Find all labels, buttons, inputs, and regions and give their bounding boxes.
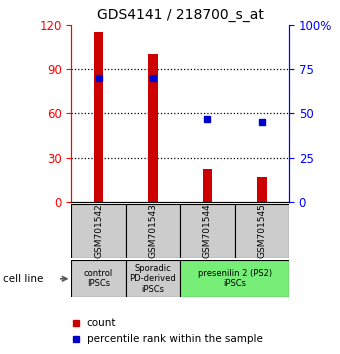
Text: presenilin 2 (PS2)
iPSCs: presenilin 2 (PS2) iPSCs <box>198 269 272 289</box>
Bar <box>257 177 267 202</box>
Bar <box>203 169 212 202</box>
Text: control
IPSCs: control IPSCs <box>84 269 113 289</box>
Bar <box>94 32 103 202</box>
Title: GDS4141 / 218700_s_at: GDS4141 / 218700_s_at <box>97 8 264 22</box>
Bar <box>180 260 289 297</box>
Text: GSM701542: GSM701542 <box>94 204 103 258</box>
Bar <box>180 204 235 258</box>
Text: GSM701544: GSM701544 <box>203 204 212 258</box>
Text: GSM701543: GSM701543 <box>149 204 157 258</box>
Bar <box>148 54 158 202</box>
Bar <box>71 260 126 297</box>
Bar <box>126 204 180 258</box>
Bar <box>235 204 289 258</box>
Text: percentile rank within the sample: percentile rank within the sample <box>87 334 262 344</box>
Text: cell line: cell line <box>3 274 44 284</box>
Bar <box>71 204 126 258</box>
Text: Sporadic
PD-derived
iPSCs: Sporadic PD-derived iPSCs <box>130 264 176 294</box>
Text: GSM701545: GSM701545 <box>257 204 266 258</box>
Text: count: count <box>87 318 116 328</box>
Bar <box>126 260 180 297</box>
